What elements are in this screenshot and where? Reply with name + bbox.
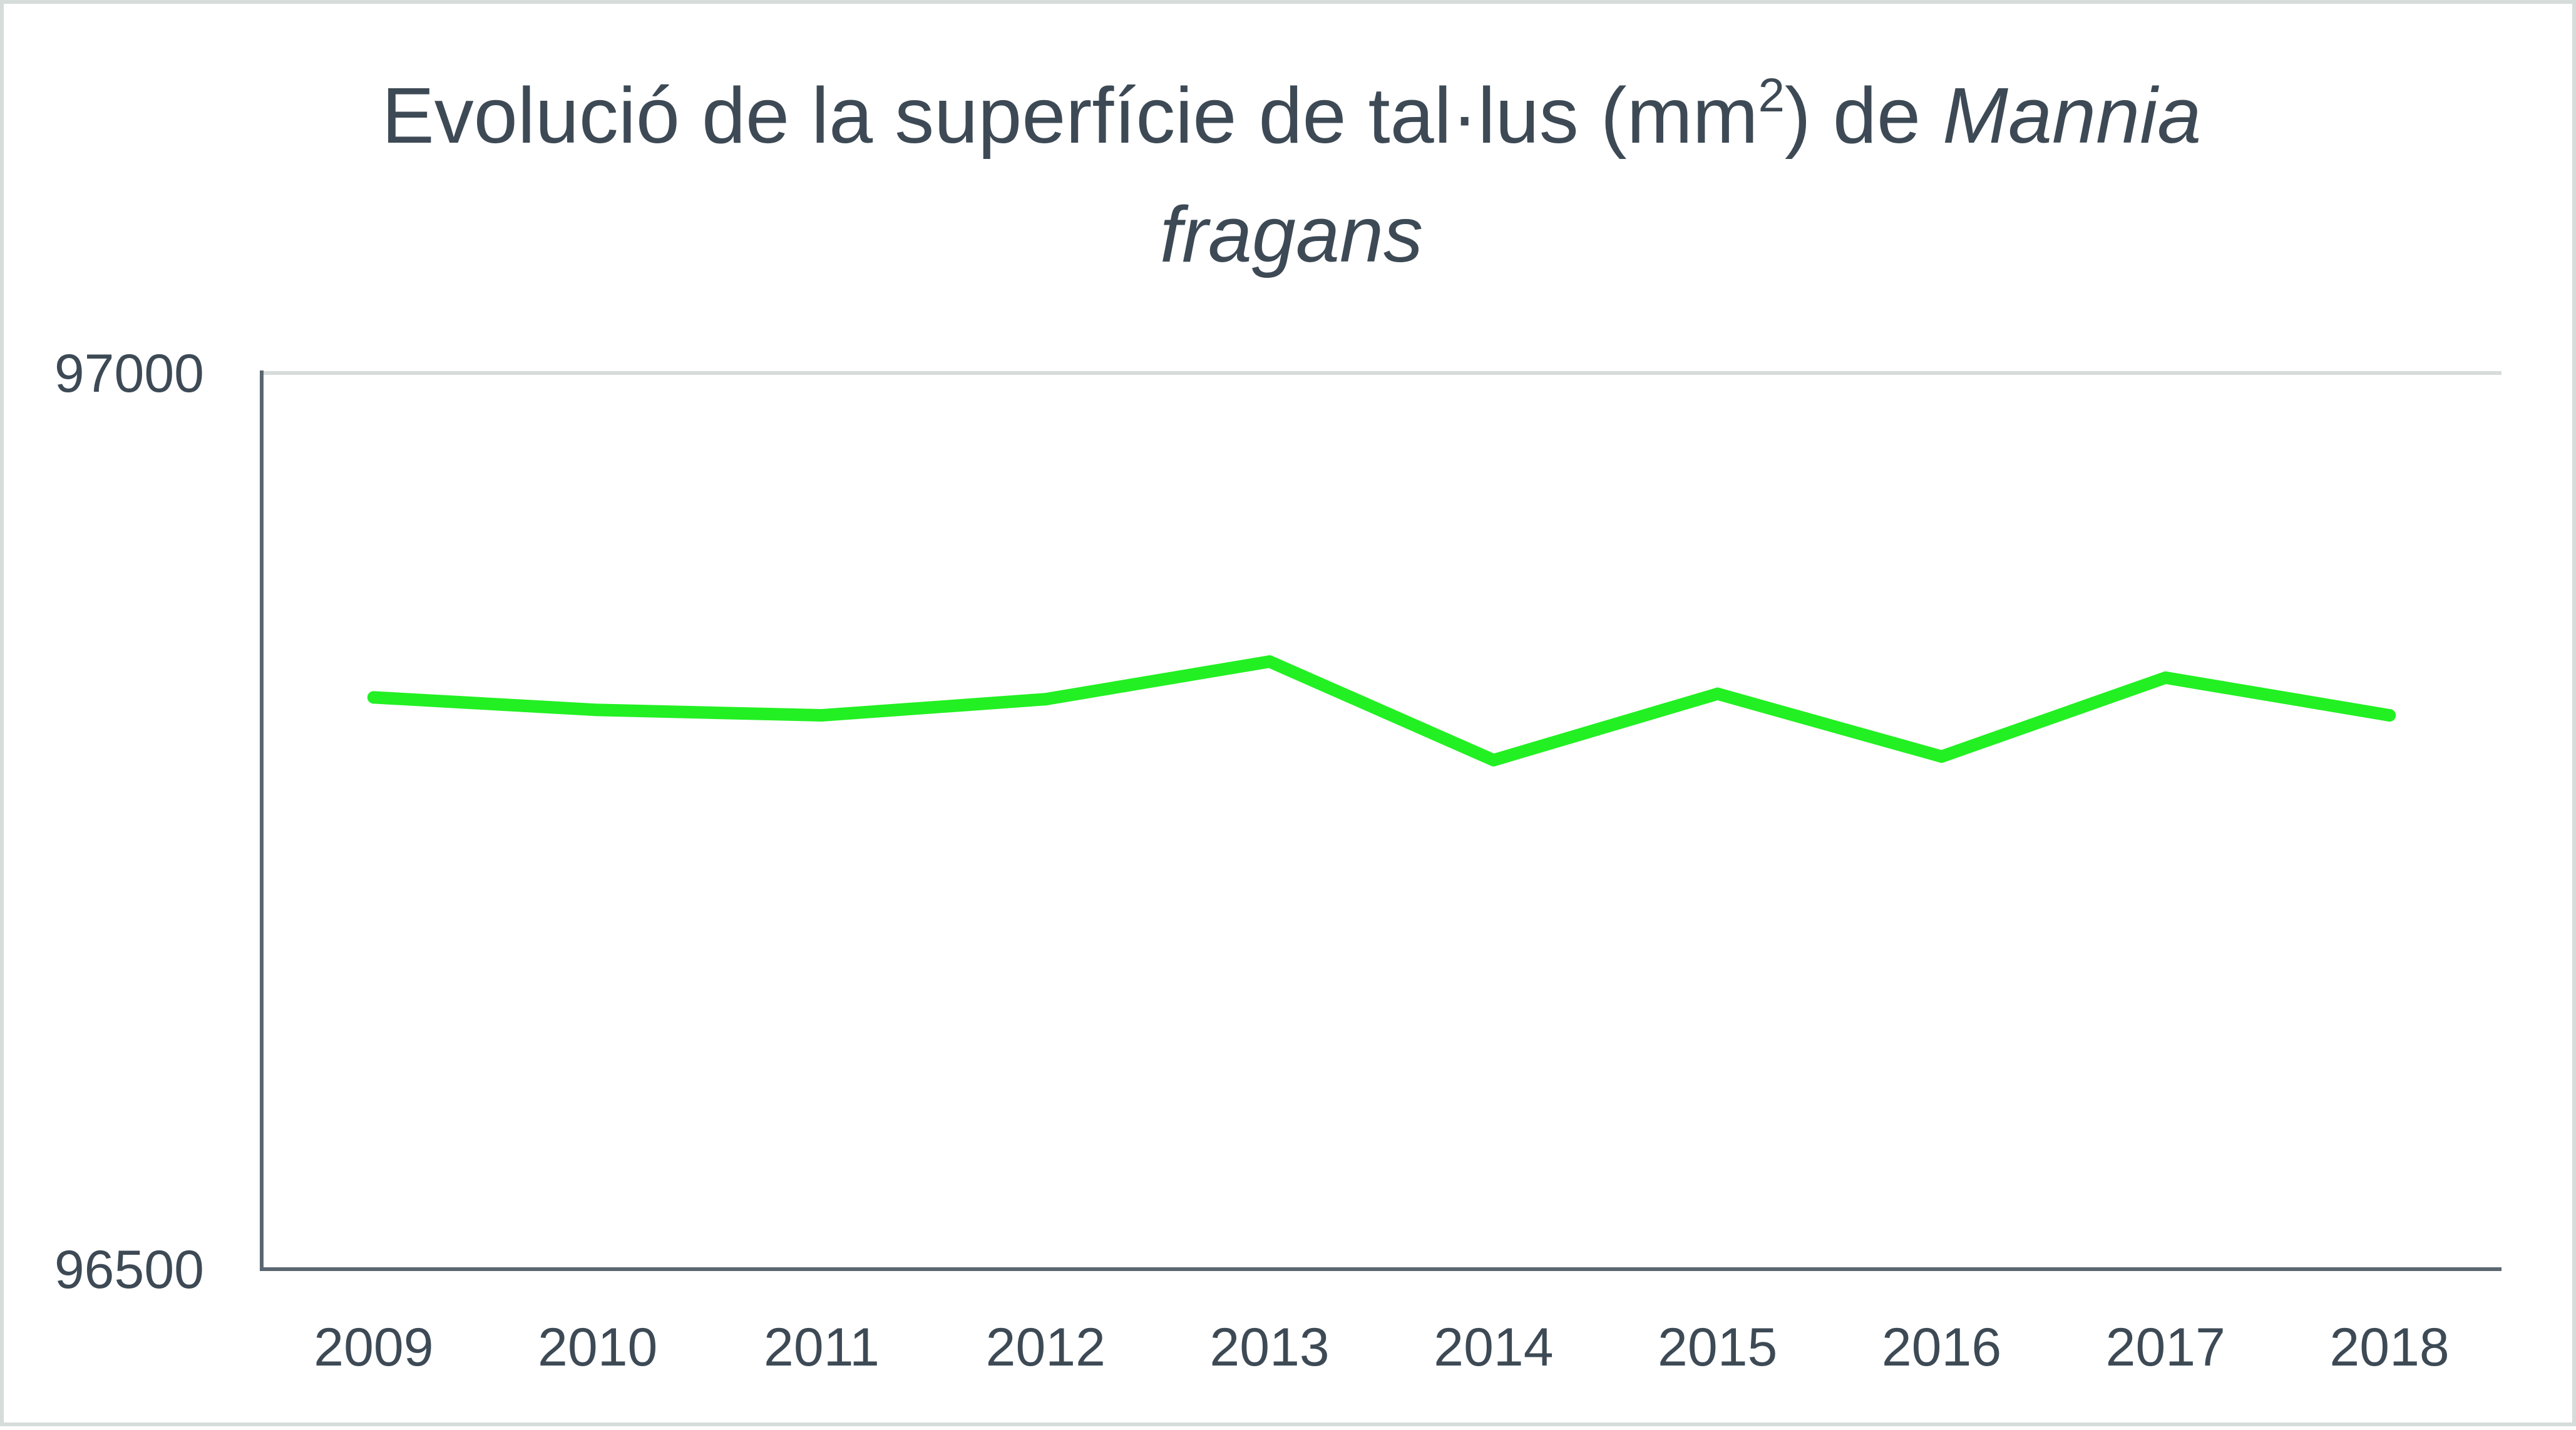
x-tick-label: 2017: [2106, 1317, 2225, 1377]
x-tick-label: 2014: [1434, 1317, 1553, 1377]
data-point: [815, 709, 828, 722]
data-point: [1711, 687, 1724, 700]
chart-title-line-1: Evolució de la superfície de tal·lus (mm…: [382, 69, 2202, 160]
series-line: [367, 655, 2396, 767]
chart-title-line-2: fragans: [1160, 190, 1423, 278]
data-point: [1039, 693, 1052, 706]
data-point: [2159, 671, 2172, 684]
x-tick-label: 2011: [764, 1317, 880, 1377]
series: [367, 655, 2396, 767]
y-tick-labels: 96500 97000: [54, 344, 204, 1300]
data-point: [1487, 753, 1500, 767]
data-point: [591, 703, 604, 717]
data-point: [2383, 709, 2396, 722]
title-prefix: Evolució de la superfície de tal·lus (mm: [382, 71, 1758, 160]
title-species-genus: Mannia: [1942, 71, 2201, 160]
data-point: [1263, 655, 1276, 668]
title-suffix: ) de: [1785, 71, 1942, 160]
x-tick-label: 2012: [986, 1317, 1106, 1377]
axes: [260, 370, 2502, 1271]
x-tick-labels: 2009 2010 2011 2012 2013 2014 2015 2016 2017 2018: [314, 1317, 2450, 1377]
data-point: [367, 691, 380, 704]
x-tick-label: 2016: [1882, 1317, 2001, 1377]
line-chart: Evolució de la superfície de tal·lus (mm…: [54, 69, 2502, 1377]
y-tick-label: 96500: [54, 1240, 204, 1300]
title-superscript: 2: [1758, 69, 1785, 122]
data-point: [1935, 750, 1948, 763]
y-tick-label: 97000: [54, 344, 204, 404]
x-tick-label: 2009: [314, 1317, 433, 1377]
x-tick-label: 2010: [538, 1317, 657, 1377]
x-tick-label: 2013: [1209, 1317, 1329, 1377]
x-tick-label: 2018: [2329, 1317, 2449, 1377]
x-tick-label: 2015: [1658, 1317, 1777, 1377]
